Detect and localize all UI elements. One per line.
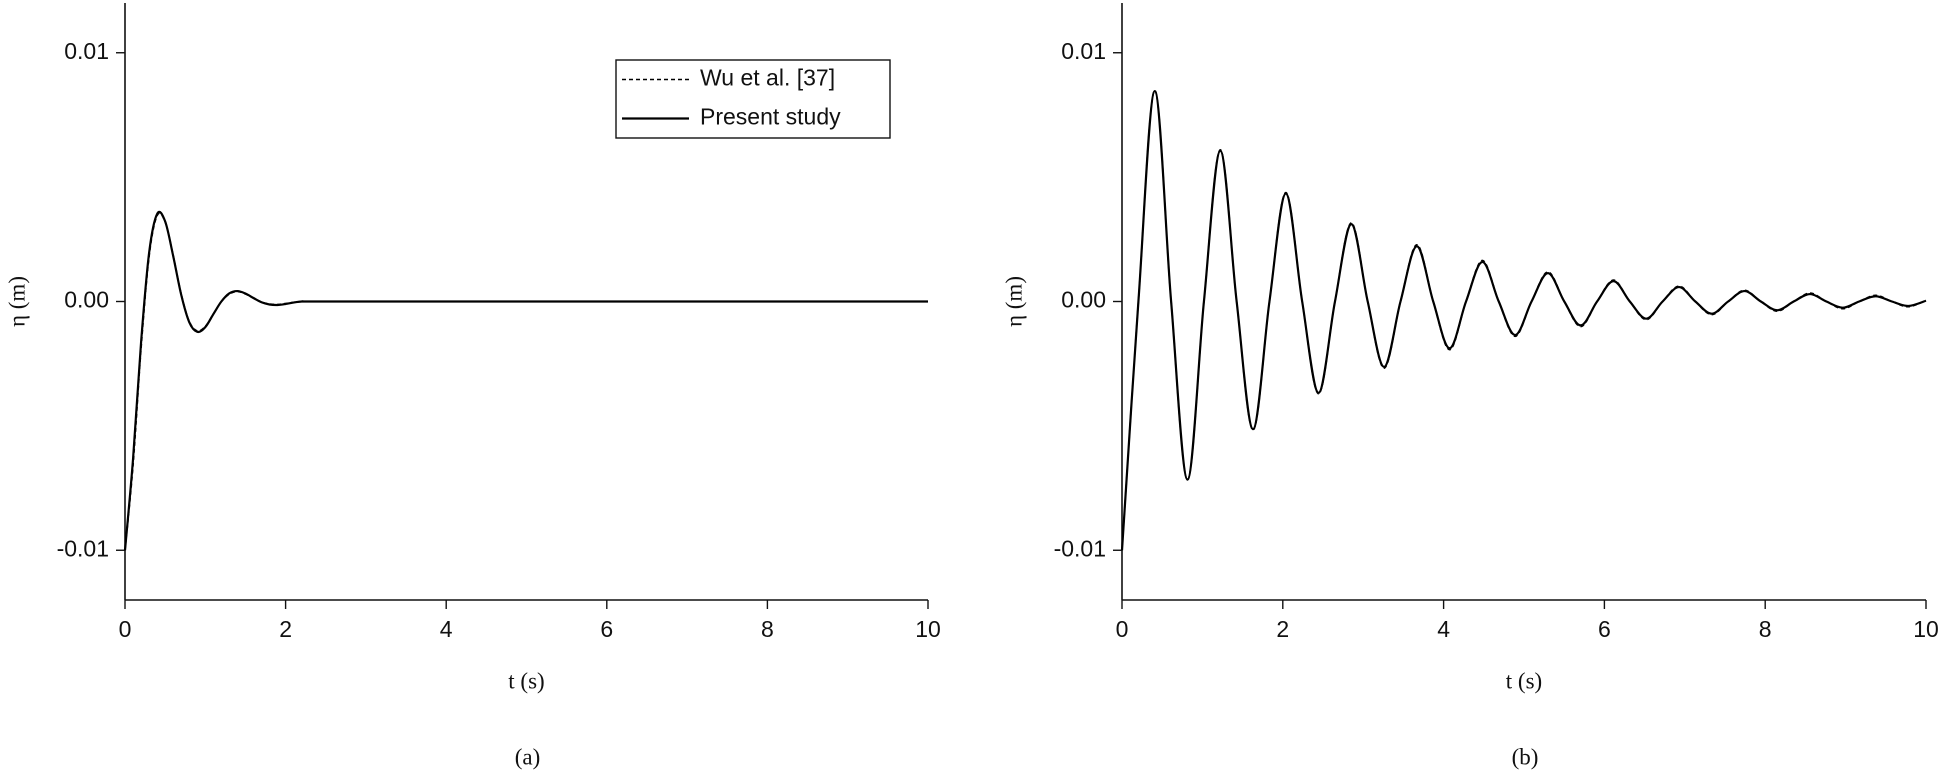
x-tick-label: 0: [119, 616, 132, 642]
panel-caption: (a): [515, 744, 541, 769]
panel-caption: (b): [1512, 744, 1539, 769]
data-line: [1120, 89, 1927, 551]
x-tick-label: 2: [1276, 616, 1289, 642]
x-tick-label: 10: [915, 616, 941, 642]
x-tick-label: 4: [440, 616, 453, 642]
panel: -0.01 0.00 0.01 0 2 4 6 8 10 t (s) η (m) (b): [1001, 3, 1939, 769]
x-tick-label: 2: [279, 616, 292, 642]
data-line: [124, 212, 928, 551]
legend-label: Wu et al. [37]: [700, 65, 835, 91]
y-tick-label: 0.00: [1061, 287, 1106, 313]
legend-box: [615, 59, 891, 139]
x-tick-label: 10: [1913, 616, 1939, 642]
x-axis-title: t (s): [508, 668, 544, 693]
x-tick-label: 8: [1759, 616, 1772, 642]
y-tick-label: -0.01: [1054, 535, 1106, 561]
y-tick-label: 0.00: [64, 287, 109, 313]
y-axis-title: η (m): [1001, 276, 1026, 327]
y-axis-title: η (m): [4, 276, 29, 327]
panel: -0.01 0.00 0.01 0 2 4 6 8 10 t (s) η (m) (a) Wu et a…: [4, 3, 941, 769]
x-tick-label: 6: [600, 616, 613, 642]
x-tick-label: 0: [1116, 616, 1129, 642]
x-axis-title: t (s): [1506, 668, 1542, 693]
x-tick-label: 8: [761, 616, 774, 642]
y-tick-label: -0.01: [57, 535, 109, 561]
data-line: [123, 210, 928, 551]
y-tick-label: 0.01: [1061, 38, 1106, 64]
y-tick-label: 0.01: [64, 38, 109, 64]
x-tick-label: 4: [1437, 616, 1450, 642]
x-tick-label: 6: [1598, 616, 1611, 642]
legend-label: Present study: [700, 104, 841, 130]
